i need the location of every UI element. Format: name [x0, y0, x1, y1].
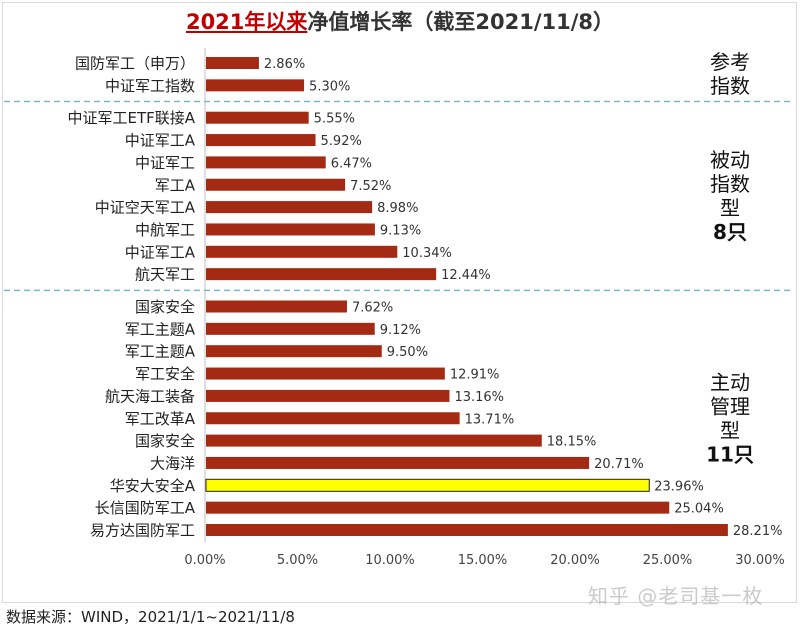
- bar: [206, 524, 728, 536]
- group-label: 指数: [710, 74, 750, 98]
- bar: [206, 367, 445, 380]
- value-label: 7.52%: [350, 179, 391, 194]
- value-label: 8.98%: [377, 201, 418, 216]
- chart-title: 2021年以来净值增长率（截至2021/11/8）: [0, 6, 800, 36]
- bar: [206, 134, 316, 147]
- x-tick-label: 20.00%: [550, 553, 600, 568]
- category-label: 华安大安全A: [110, 477, 196, 495]
- x-tick-label: 10.00%: [365, 553, 415, 568]
- group-label: 主动: [710, 370, 750, 394]
- value-label: 20.71%: [594, 457, 644, 472]
- category-label: 中证空天军工A: [95, 199, 196, 217]
- bar-chart: 国防军工（申万） 2.86%中证军工指数 5.30%中证军工ETF联接A 5.55%中…: [4, 48, 794, 568]
- value-label: 23.96%: [654, 479, 704, 494]
- category-label: 中证军工指数: [105, 77, 195, 95]
- group-label: 型: [720, 418, 740, 442]
- value-label: 5.30%: [309, 79, 350, 94]
- bar: [206, 223, 375, 236]
- category-label: 航天海工装备: [105, 387, 195, 405]
- category-label: 国防军工（申万）: [75, 55, 195, 73]
- category-label: 中证军工: [135, 154, 195, 172]
- value-label: 9.12%: [380, 323, 421, 338]
- category-label: 中证军工ETF联接A: [67, 109, 195, 127]
- category-label: 长信国防军工A: [95, 499, 196, 517]
- category-label: 军工主题A: [125, 343, 196, 361]
- value-label: 6.47%: [331, 156, 372, 171]
- bar: [206, 412, 460, 425]
- bar: [206, 57, 259, 69]
- group-label: 参考: [710, 50, 750, 74]
- category-label: 军工安全: [135, 365, 195, 383]
- group-label: 管理: [710, 394, 750, 418]
- bar: [206, 156, 326, 169]
- category-label: 军工A: [155, 176, 196, 194]
- group-label: 8只: [713, 220, 747, 244]
- bar-highlighted: [205, 478, 650, 492]
- chart-title-rest: 净值增长率（截至2021/11/8）: [307, 10, 615, 34]
- category-label: 军工改革A: [125, 410, 196, 428]
- value-label: 18.15%: [547, 435, 597, 450]
- bar: [206, 79, 305, 92]
- value-label: 5.55%: [314, 112, 355, 127]
- category-label: 中证军工A: [125, 243, 196, 261]
- group-label: 指数: [710, 172, 750, 196]
- value-label: 12.44%: [441, 268, 491, 283]
- category-label: 大海洋: [150, 454, 195, 472]
- watermark: 知乎 @老司基一枚: [588, 584, 764, 608]
- bar: [206, 300, 347, 313]
- bar: [206, 389, 450, 402]
- category-label: 易方达国防军工: [90, 522, 195, 540]
- x-tick-label: 5.00%: [277, 553, 318, 568]
- x-tick-label: 15.00%: [458, 553, 508, 568]
- category-label: 军工主题A: [125, 320, 196, 338]
- bar: [206, 245, 398, 258]
- category-label: 国家安全: [135, 298, 195, 316]
- bar: [206, 434, 542, 447]
- bar: [206, 322, 375, 335]
- chart-title-highlight: 2021年以来: [185, 10, 308, 34]
- value-label: 12.91%: [450, 368, 500, 383]
- bar: [206, 345, 382, 358]
- value-label: 7.62%: [352, 301, 393, 316]
- bar: [206, 268, 437, 281]
- value-label: 9.50%: [387, 345, 428, 360]
- x-tick-label: 30.00%: [735, 553, 785, 568]
- group-label: 型: [720, 196, 740, 220]
- group-label: 11只: [706, 442, 754, 466]
- category-label: 航天军工: [135, 266, 195, 284]
- bar: [206, 456, 590, 469]
- value-label: 2.86%: [264, 57, 305, 72]
- value-label: 28.21%: [733, 524, 783, 539]
- group-label: 被动: [710, 148, 750, 172]
- value-label: 5.92%: [321, 134, 362, 149]
- category-label: 中航军工: [135, 221, 195, 239]
- source-note: 数据来源：WIND，2021/1/1~2021/11/8: [6, 608, 295, 626]
- bar: [206, 111, 309, 124]
- bar: [206, 178, 346, 191]
- value-label: 9.13%: [380, 223, 421, 238]
- value-label: 13.71%: [465, 412, 515, 427]
- bar: [206, 501, 670, 514]
- value-label: 25.04%: [674, 502, 724, 517]
- bar: [206, 201, 373, 214]
- x-tick-label: 0.00%: [184, 553, 225, 568]
- x-tick-label: 25.00%: [643, 553, 693, 568]
- category-label: 中证军工A: [125, 132, 196, 150]
- value-label: 10.34%: [402, 246, 452, 261]
- category-label: 国家安全: [135, 432, 195, 450]
- value-label: 13.16%: [454, 390, 504, 405]
